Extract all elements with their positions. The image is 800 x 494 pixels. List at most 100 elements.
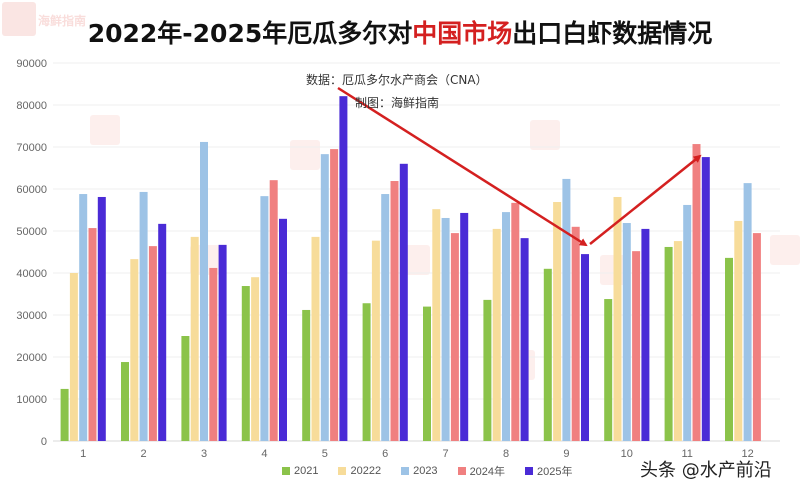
bar-2023-month-6 bbox=[381, 194, 390, 441]
watermark-logo-icon bbox=[2, 2, 36, 36]
legend-swatch-icon bbox=[401, 467, 410, 475]
data-source-label: 数据：厄瓜多尔水产商会（CNA） bbox=[306, 73, 488, 87]
x-axis-tick-label: 4 bbox=[261, 448, 267, 460]
bar-2024年-month-7 bbox=[450, 233, 459, 441]
bar-2024年-month-9 bbox=[571, 226, 580, 441]
watermark-logo-icon bbox=[530, 120, 560, 150]
bar-20222-month-6 bbox=[371, 240, 380, 441]
title-part2: 出口白虾数据情况 bbox=[512, 19, 713, 48]
y-axis-tick-label: 70000 bbox=[16, 142, 47, 154]
bar-2023-month-11 bbox=[683, 204, 692, 441]
bar-2024年-month-10 bbox=[632, 251, 641, 441]
bar-2024年-month-8 bbox=[511, 202, 520, 441]
x-axis-tick-label: 8 bbox=[503, 448, 509, 460]
bar-2025年-month-8 bbox=[520, 238, 529, 441]
bar-2021-month-1 bbox=[60, 388, 69, 441]
bar-2021-month-8 bbox=[483, 299, 492, 441]
bar-2021-month-4 bbox=[241, 286, 250, 441]
title-part1: 2022年-2025年厄瓜多尔对 bbox=[87, 19, 413, 48]
bar-2025年-month-11 bbox=[701, 157, 710, 441]
y-axis-tick-label: 60000 bbox=[16, 184, 47, 196]
legend-swatch-icon bbox=[457, 467, 466, 475]
bar-2021-month-10 bbox=[604, 299, 613, 441]
bar-2025年-month-3 bbox=[218, 244, 227, 441]
y-axis-tick-label: 40000 bbox=[16, 268, 47, 280]
bar-2024年-month-11 bbox=[692, 144, 701, 441]
bar-20222-month-4 bbox=[251, 277, 260, 441]
bar-2024年-month-6 bbox=[390, 181, 399, 441]
chart-title: 2022年-2025年厄瓜多尔对中国市场出口白虾数据情况 bbox=[0, 14, 800, 50]
bar-2025年-month-10 bbox=[641, 228, 650, 441]
legend-label: 20222 bbox=[350, 465, 382, 477]
y-axis-tick-label: 90000 bbox=[16, 58, 47, 70]
bar-2024年-month-1 bbox=[88, 228, 97, 441]
bar-2021-month-12 bbox=[725, 257, 733, 441]
bar-2025年-month-7 bbox=[460, 212, 469, 441]
bar-2025年-month-9 bbox=[581, 254, 589, 441]
x-axis-tick-label: 2 bbox=[141, 448, 147, 460]
x-axis-tick-label: 7 bbox=[443, 448, 449, 460]
legend-swatch-icon bbox=[282, 467, 290, 475]
legend-swatch-icon bbox=[525, 467, 534, 475]
watermark-logo-icon bbox=[290, 140, 320, 170]
bar-2025年-month-5 bbox=[339, 96, 348, 442]
trend-arrow-up-icon bbox=[589, 154, 702, 245]
footer-credit: 头条 @水产前沿 bbox=[640, 460, 772, 481]
x-axis-tick-label: 3 bbox=[201, 448, 207, 460]
bar-2025年-month-2 bbox=[158, 223, 167, 441]
x-axis-tick-label: 5 bbox=[322, 448, 328, 460]
bar-2021-month-2 bbox=[121, 362, 129, 441]
chart-maker-label: 制图：海鲜指南 bbox=[355, 96, 440, 110]
watermark-logo-icon bbox=[90, 115, 120, 145]
x-axis-tick-label: 6 bbox=[382, 448, 388, 460]
legend-item-2021: 2021 bbox=[282, 463, 318, 479]
bar-20222-month-1 bbox=[69, 273, 78, 441]
legend-label: 2025年 bbox=[537, 466, 573, 478]
bar-20222-month-11 bbox=[673, 241, 682, 441]
legend-label: 2024年 bbox=[469, 466, 506, 478]
legend-item-2023: 2023 bbox=[401, 463, 438, 479]
bar-2021-month-9 bbox=[543, 268, 552, 441]
bar-2023-month-5 bbox=[320, 154, 329, 441]
x-axis-tick-label: 11 bbox=[681, 448, 692, 460]
y-axis-tick-label: 50000 bbox=[16, 226, 47, 238]
bar-2024年-month-12 bbox=[752, 233, 761, 441]
bar-20222-month-8 bbox=[492, 228, 501, 441]
bar-2024年-month-4 bbox=[269, 180, 278, 441]
bar-2024年-month-5 bbox=[330, 149, 339, 441]
y-axis-tick-label: 10000 bbox=[16, 394, 47, 406]
bar-2024年-month-3 bbox=[209, 267, 218, 441]
bar-2021-month-11 bbox=[664, 246, 673, 441]
bar-2023-month-1 bbox=[79, 194, 88, 441]
trend-arrow-down-icon bbox=[337, 86, 588, 247]
bar-20222-month-3 bbox=[190, 236, 199, 441]
legend-label: 2023 bbox=[413, 465, 438, 477]
legend-swatch-icon bbox=[338, 467, 347, 475]
y-axis-tick-label: 20000 bbox=[16, 352, 47, 364]
x-axis-tick-label: 10 bbox=[621, 448, 633, 460]
bar-2023-month-3 bbox=[200, 141, 208, 441]
bar-2023-month-7 bbox=[441, 217, 450, 441]
bar-20222-month-9 bbox=[553, 202, 562, 441]
bar-2021-month-3 bbox=[181, 336, 190, 441]
legend-label: 2021 bbox=[294, 465, 319, 477]
bar-2025年-month-4 bbox=[279, 218, 287, 441]
bar-2025年-month-1 bbox=[97, 196, 106, 441]
x-axis-tick-label: 12 bbox=[741, 448, 753, 460]
bar-20222-month-7 bbox=[432, 209, 441, 441]
legend-item-2024年: 2024年 bbox=[457, 463, 506, 479]
bar-2021-month-7 bbox=[423, 306, 431, 441]
y-axis-tick-label: 80000 bbox=[16, 100, 47, 112]
chart-legend: 2021 20222 2023 2024年 2025年 bbox=[282, 463, 573, 479]
bar-2023-month-10 bbox=[622, 223, 631, 441]
bar-2024年-month-2 bbox=[148, 246, 157, 441]
bar-20222-month-10 bbox=[613, 196, 622, 441]
bar-2025年-month-6 bbox=[399, 163, 408, 442]
bar-2021-month-5 bbox=[302, 309, 311, 441]
bar-2023-month-2 bbox=[139, 191, 148, 441]
bar-2023-month-12 bbox=[743, 183, 752, 441]
legend-item-20222: 20222 bbox=[338, 463, 381, 479]
watermark-logo-icon bbox=[770, 235, 800, 265]
bar-2021-month-6 bbox=[362, 303, 371, 441]
